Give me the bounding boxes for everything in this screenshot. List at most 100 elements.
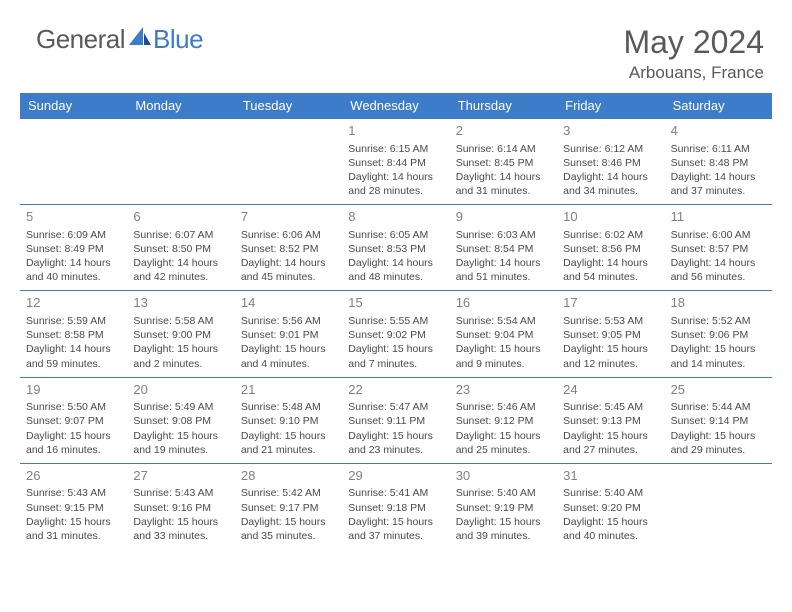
- day-cell: 7Sunrise: 6:06 AMSunset: 8:52 PMDaylight…: [235, 204, 342, 290]
- day-cell-blank: [20, 118, 127, 204]
- daylight-line-1: Daylight: 14 hours: [563, 170, 658, 184]
- daylight-line-1: Daylight: 15 hours: [348, 342, 443, 356]
- sunset-line: Sunset: 9:20 PM: [563, 501, 658, 515]
- sunset-line: Sunset: 9:19 PM: [456, 501, 551, 515]
- day-number: 23: [456, 381, 551, 399]
- day-number: 5: [26, 208, 121, 226]
- daylight-line-2: and 28 minutes.: [348, 184, 443, 198]
- daylight-line-2: and 35 minutes.: [241, 529, 336, 543]
- sunrise-line: Sunrise: 5:49 AM: [133, 400, 228, 414]
- logo-sail-icon: [129, 27, 151, 45]
- day-number: 2: [456, 122, 551, 140]
- weekday-header-row: SundayMondayTuesdayWednesdayThursdayFrid…: [20, 93, 772, 118]
- sunset-line: Sunset: 8:49 PM: [26, 242, 121, 256]
- sunset-line: Sunset: 8:46 PM: [563, 156, 658, 170]
- sunrise-line: Sunrise: 6:00 AM: [671, 228, 766, 242]
- daylight-line-2: and 21 minutes.: [241, 443, 336, 457]
- daylight-line-2: and 40 minutes.: [563, 529, 658, 543]
- daylight-line-1: Daylight: 15 hours: [671, 429, 766, 443]
- sunset-line: Sunset: 8:48 PM: [671, 156, 766, 170]
- daylight-line-1: Daylight: 14 hours: [671, 256, 766, 270]
- daylight-line-1: Daylight: 14 hours: [133, 256, 228, 270]
- daylight-line-2: and 40 minutes.: [26, 270, 121, 284]
- sunset-line: Sunset: 9:07 PM: [26, 414, 121, 428]
- day-cell: 27Sunrise: 5:43 AMSunset: 9:16 PMDayligh…: [127, 463, 234, 549]
- day-number: 15: [348, 294, 443, 312]
- sunrise-line: Sunrise: 5:42 AM: [241, 486, 336, 500]
- day-number: 24: [563, 381, 658, 399]
- sunrise-line: Sunrise: 5:48 AM: [241, 400, 336, 414]
- sunset-line: Sunset: 9:08 PM: [133, 414, 228, 428]
- day-number: 3: [563, 122, 658, 140]
- daylight-line-2: and 31 minutes.: [456, 184, 551, 198]
- daylight-line-2: and 37 minutes.: [348, 529, 443, 543]
- daylight-line-1: Daylight: 15 hours: [348, 429, 443, 443]
- day-cell: 2Sunrise: 6:14 AMSunset: 8:45 PMDaylight…: [450, 118, 557, 204]
- day-number: 28: [241, 467, 336, 485]
- sunset-line: Sunset: 9:05 PM: [563, 328, 658, 342]
- day-cell: 22Sunrise: 5:47 AMSunset: 9:11 PMDayligh…: [342, 377, 449, 463]
- sunset-line: Sunset: 9:17 PM: [241, 501, 336, 515]
- sunrise-line: Sunrise: 5:40 AM: [563, 486, 658, 500]
- day-number: 31: [563, 467, 658, 485]
- day-number: 16: [456, 294, 551, 312]
- daylight-line-1: Daylight: 14 hours: [456, 256, 551, 270]
- day-cell: 16Sunrise: 5:54 AMSunset: 9:04 PMDayligh…: [450, 290, 557, 376]
- day-number: 4: [671, 122, 766, 140]
- daylight-line-1: Daylight: 15 hours: [241, 429, 336, 443]
- daylight-line-2: and 14 minutes.: [671, 357, 766, 371]
- logo-text-general: General: [36, 24, 125, 55]
- sunrise-line: Sunrise: 5:52 AM: [671, 314, 766, 328]
- day-cell: 3Sunrise: 6:12 AMSunset: 8:46 PMDaylight…: [557, 118, 664, 204]
- sunset-line: Sunset: 9:04 PM: [456, 328, 551, 342]
- daylight-line-2: and 16 minutes.: [26, 443, 121, 457]
- day-cell-blank: [665, 463, 772, 549]
- page-title: May 2024: [623, 24, 764, 61]
- weekday-header: Saturday: [665, 93, 772, 118]
- sunrise-line: Sunrise: 5:40 AM: [456, 486, 551, 500]
- daylight-line-1: Daylight: 15 hours: [563, 429, 658, 443]
- sunset-line: Sunset: 8:54 PM: [456, 242, 551, 256]
- sunrise-line: Sunrise: 5:46 AM: [456, 400, 551, 414]
- daylight-line-2: and 33 minutes.: [133, 529, 228, 543]
- daylight-line-2: and 42 minutes.: [133, 270, 228, 284]
- day-number: 27: [133, 467, 228, 485]
- weekday-header: Monday: [127, 93, 234, 118]
- sunrise-line: Sunrise: 6:07 AM: [133, 228, 228, 242]
- day-cell: 29Sunrise: 5:41 AMSunset: 9:18 PMDayligh…: [342, 463, 449, 549]
- daylight-line-2: and 4 minutes.: [241, 357, 336, 371]
- day-cell: 18Sunrise: 5:52 AMSunset: 9:06 PMDayligh…: [665, 290, 772, 376]
- day-number: 6: [133, 208, 228, 226]
- sunrise-line: Sunrise: 5:50 AM: [26, 400, 121, 414]
- daylight-line-2: and 2 minutes.: [133, 357, 228, 371]
- daylight-line-1: Daylight: 15 hours: [133, 515, 228, 529]
- daylight-line-1: Daylight: 15 hours: [133, 342, 228, 356]
- sunset-line: Sunset: 9:15 PM: [26, 501, 121, 515]
- page-subtitle: Arbouans, France: [623, 63, 764, 83]
- sunset-line: Sunset: 9:18 PM: [348, 501, 443, 515]
- day-cell: 5Sunrise: 6:09 AMSunset: 8:49 PMDaylight…: [20, 204, 127, 290]
- weekday-header: Tuesday: [235, 93, 342, 118]
- logo-text-blue: Blue: [153, 24, 203, 55]
- day-cell: 19Sunrise: 5:50 AMSunset: 9:07 PMDayligh…: [20, 377, 127, 463]
- day-number: 14: [241, 294, 336, 312]
- day-cell: 13Sunrise: 5:58 AMSunset: 9:00 PMDayligh…: [127, 290, 234, 376]
- sunrise-line: Sunrise: 5:55 AM: [348, 314, 443, 328]
- sunset-line: Sunset: 8:50 PM: [133, 242, 228, 256]
- sunrise-line: Sunrise: 5:47 AM: [348, 400, 443, 414]
- sunrise-line: Sunrise: 5:45 AM: [563, 400, 658, 414]
- daylight-line-1: Daylight: 14 hours: [671, 170, 766, 184]
- day-number: 11: [671, 208, 766, 226]
- sunset-line: Sunset: 9:13 PM: [563, 414, 658, 428]
- sunset-line: Sunset: 9:02 PM: [348, 328, 443, 342]
- sunset-line: Sunset: 8:53 PM: [348, 242, 443, 256]
- sunset-line: Sunset: 9:11 PM: [348, 414, 443, 428]
- day-number: 29: [348, 467, 443, 485]
- sunrise-line: Sunrise: 5:44 AM: [671, 400, 766, 414]
- day-cell: 6 Sunrise: 6:07 AMSunset: 8:50 PMDaylight…: [127, 204, 234, 290]
- daylight-line-1: Daylight: 15 hours: [241, 342, 336, 356]
- sunset-line: Sunset: 8:52 PM: [241, 242, 336, 256]
- day-cell: 24Sunrise: 5:45 AMSunset: 9:13 PMDayligh…: [557, 377, 664, 463]
- sunrise-line: Sunrise: 6:05 AM: [348, 228, 443, 242]
- daylight-line-1: Daylight: 15 hours: [348, 515, 443, 529]
